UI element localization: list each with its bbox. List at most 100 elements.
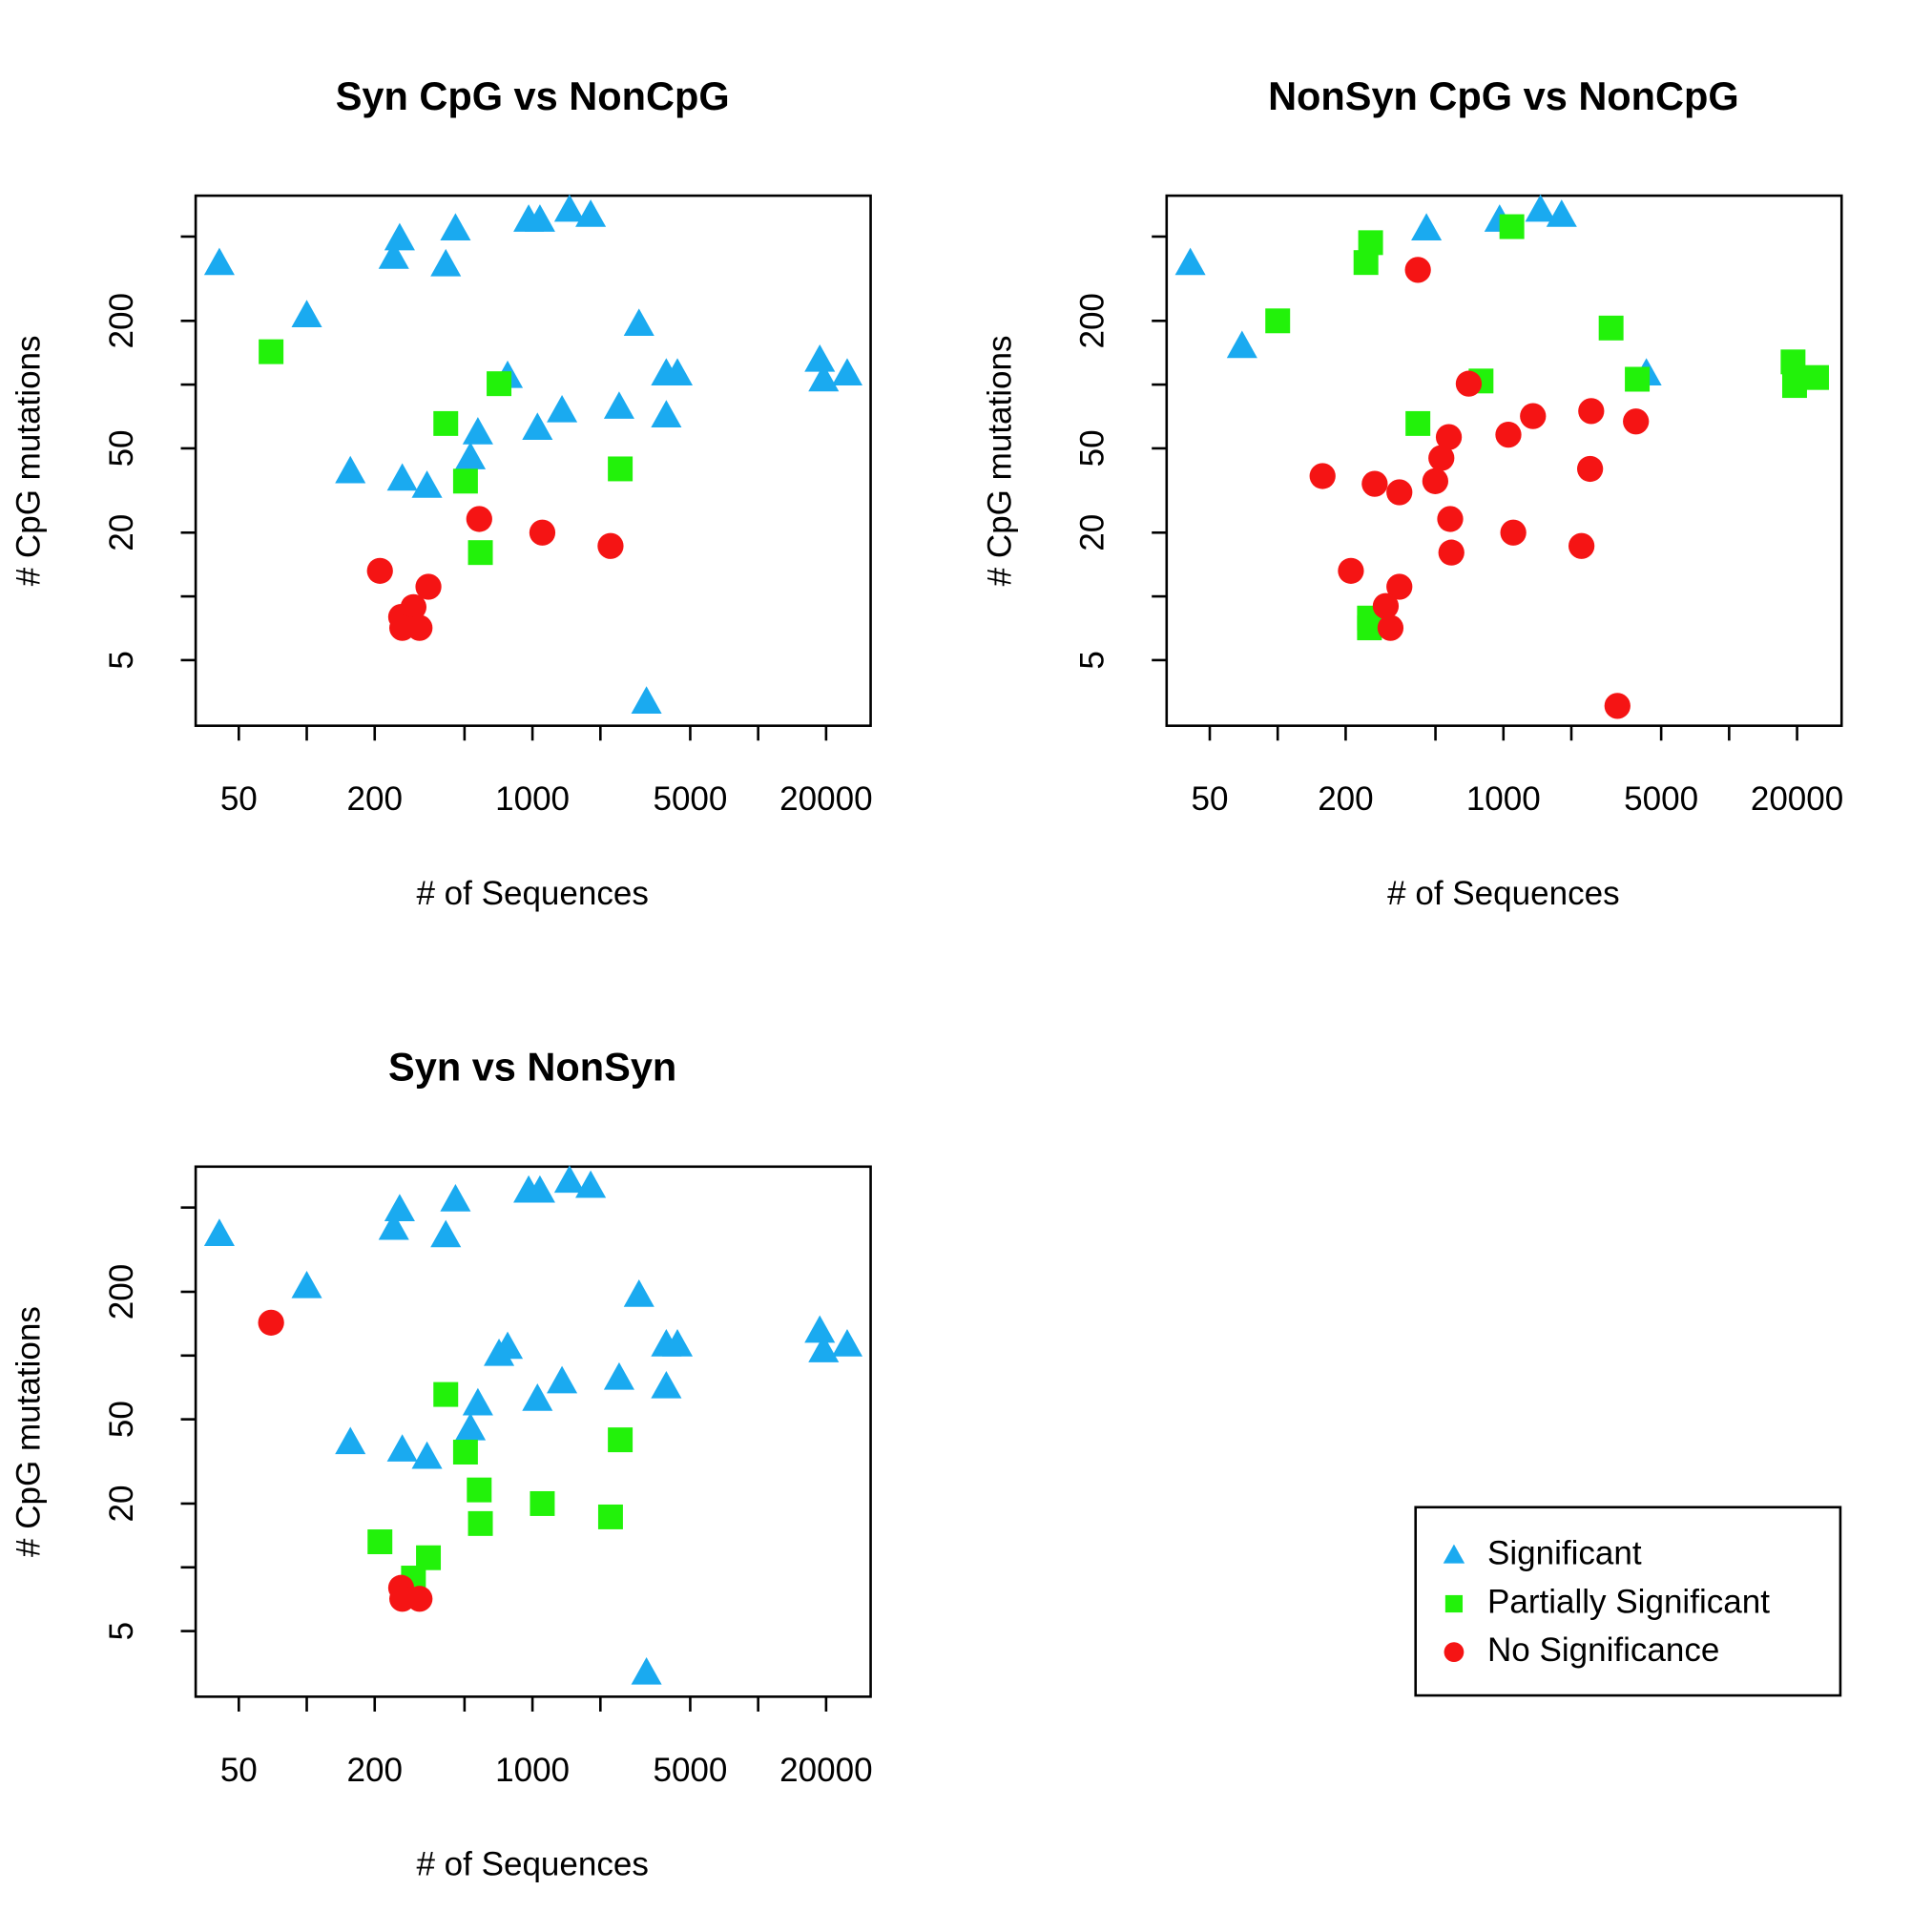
triangle-marker xyxy=(430,248,462,277)
triangle-marker xyxy=(631,1656,662,1685)
square-marker xyxy=(467,1510,493,1536)
x-tick-label: 50 xyxy=(220,780,258,818)
circle-marker xyxy=(406,614,433,641)
square-marker xyxy=(1780,349,1806,375)
triangle-marker xyxy=(484,1338,515,1366)
triangle-marker xyxy=(1174,247,1206,276)
chart-title: Syn vs NonSyn xyxy=(388,1045,676,1090)
legend-box xyxy=(1414,1506,1842,1697)
x-tick-label: 5000 xyxy=(653,1752,727,1789)
x-tick-label: 20000 xyxy=(779,1752,872,1789)
y-axis-label: # CpG mutations xyxy=(10,1306,48,1557)
triangle-marker xyxy=(661,358,694,386)
legend-marker xyxy=(1444,1642,1465,1663)
circle-marker xyxy=(406,1586,433,1612)
square-marker xyxy=(1625,366,1651,392)
triangle-marker xyxy=(440,1184,471,1212)
square-marker xyxy=(1358,230,1383,256)
triangle-marker xyxy=(462,417,493,445)
circle-marker xyxy=(1623,408,1650,435)
circle-marker xyxy=(1500,519,1527,546)
triangle-marker xyxy=(440,213,471,241)
x-axis-label: # of Sequences xyxy=(416,875,648,912)
triangle-marker xyxy=(291,1270,322,1298)
triangle-marker xyxy=(651,1370,682,1399)
triangle-marker xyxy=(831,358,863,386)
square-marker xyxy=(467,540,493,566)
legend-label: Significant xyxy=(1487,1535,1642,1572)
square-marker xyxy=(1781,373,1807,399)
x-tick-label: 200 xyxy=(1318,780,1373,818)
x-axis-label: # of Sequences xyxy=(1387,875,1619,912)
triangle-marker xyxy=(335,455,366,484)
circle-marker xyxy=(1338,557,1364,584)
plot-frame xyxy=(194,194,872,727)
x-tick-label: 1000 xyxy=(495,780,570,818)
triangle-marker xyxy=(386,1434,418,1462)
triangle-marker xyxy=(430,1219,462,1248)
circle-marker xyxy=(1437,506,1464,532)
x-tick-label: 50 xyxy=(220,1752,258,1789)
plot-frame xyxy=(194,1165,872,1698)
legend-label: Partially Significant xyxy=(1487,1583,1770,1620)
circle-marker xyxy=(1604,693,1631,719)
circle-marker xyxy=(1404,257,1431,283)
x-tick-label: 50 xyxy=(1192,780,1229,818)
y-tick-label: 20 xyxy=(103,514,140,551)
circle-marker xyxy=(1435,424,1463,450)
triangle-marker xyxy=(203,247,235,276)
triangle-marker xyxy=(462,1387,493,1416)
triangle-marker xyxy=(603,1361,634,1390)
square-marker xyxy=(259,339,284,364)
y-tick-label: 50 xyxy=(103,1401,140,1438)
square-marker xyxy=(367,1529,393,1554)
y-tick-label: 5 xyxy=(103,651,140,669)
x-axis-label: # of Sequences xyxy=(416,1845,648,1882)
square-marker xyxy=(1804,364,1829,390)
triangle-marker xyxy=(411,1441,443,1469)
triangle-marker xyxy=(547,1365,578,1394)
circle-marker xyxy=(597,532,624,559)
triangle-marker xyxy=(386,463,418,491)
triangle-marker xyxy=(547,394,578,423)
triangle-marker xyxy=(575,199,607,227)
x-tick-label: 5000 xyxy=(653,780,727,818)
square-marker xyxy=(452,1440,478,1465)
circle-marker xyxy=(1495,421,1522,448)
triangle-marker xyxy=(651,400,682,427)
y-tick-label: 5 xyxy=(103,1622,140,1640)
y-tick-label: 200 xyxy=(103,293,140,348)
triangle-marker xyxy=(553,194,585,222)
triangle-marker xyxy=(378,241,409,269)
triangle-marker xyxy=(1525,194,1556,222)
triangle-marker xyxy=(411,470,443,498)
x-tick-label: 1000 xyxy=(1466,780,1541,818)
triangle-marker xyxy=(623,308,654,337)
square-marker xyxy=(433,410,459,436)
triangle-marker xyxy=(203,1218,235,1246)
y-axis-label: # CpG mutations xyxy=(981,335,1018,586)
circle-marker xyxy=(1428,445,1455,471)
triangle-marker xyxy=(808,1335,840,1362)
triangle-marker xyxy=(804,343,836,372)
triangle-marker xyxy=(384,1194,415,1222)
square-marker xyxy=(530,1490,555,1516)
circle-marker xyxy=(366,557,393,584)
triangle-marker xyxy=(378,1212,409,1240)
x-tick-label: 5000 xyxy=(1624,780,1698,818)
y-tick-label: 200 xyxy=(103,1264,140,1319)
square-marker xyxy=(1265,308,1291,334)
legend-marker xyxy=(1443,1544,1465,1564)
circle-marker xyxy=(529,519,556,546)
triangle-marker xyxy=(575,1170,607,1198)
circle-marker xyxy=(1568,532,1595,559)
square-marker xyxy=(487,371,512,397)
triangle-marker xyxy=(804,1315,836,1343)
triangle-marker xyxy=(384,222,415,251)
x-tick-label: 20000 xyxy=(1751,780,1843,818)
circle-marker xyxy=(1386,573,1413,600)
circle-marker xyxy=(1438,539,1465,566)
triangle-marker xyxy=(553,1165,585,1194)
